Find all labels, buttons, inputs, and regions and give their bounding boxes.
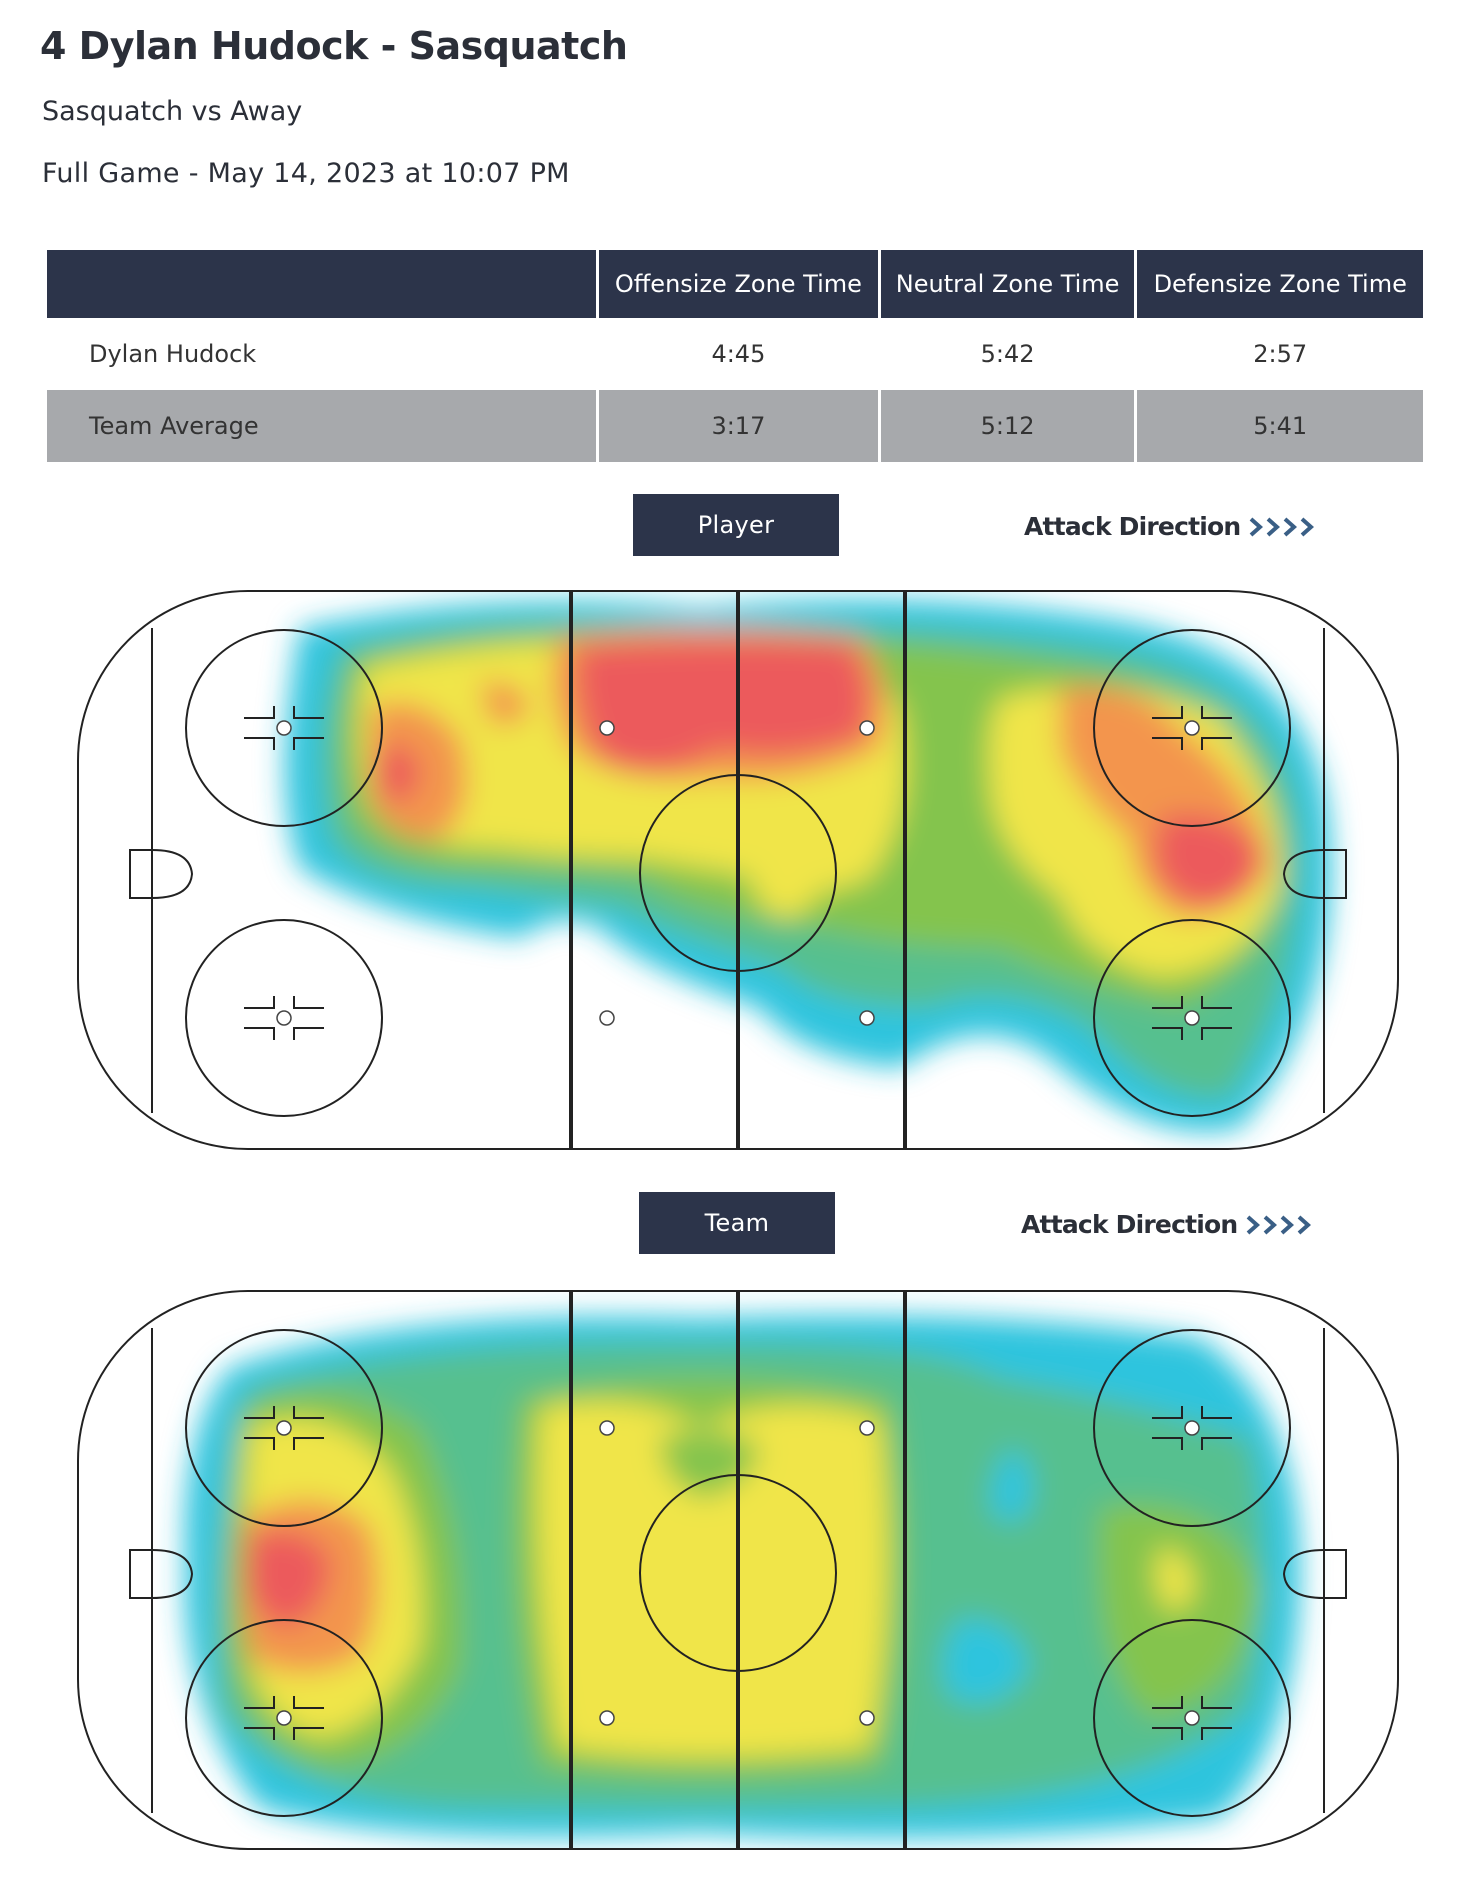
- zone-time-table: Offensize Zone Time Neutral Zone Time De…: [44, 250, 1426, 462]
- chevron-right-icon: [1246, 517, 1315, 537]
- page-title: 4 Dylan Hudock - Sasquatch: [40, 24, 628, 68]
- faceoff-circle: [185, 1619, 383, 1817]
- heatmap-layer: [285, 600, 1331, 1132]
- faceoff-dots: [276, 1420, 1200, 1726]
- heat-very-high: [1155, 814, 1260, 908]
- team-position-heatmap: [77, 1290, 1399, 1850]
- row-neutral-time: 5:12: [880, 390, 1135, 462]
- hash-marks: [244, 1406, 1232, 1740]
- column-header-neutral: Neutral Zone Time: [880, 250, 1135, 318]
- table-row: Dylan Hudock 4:45 5:42 2:57: [47, 318, 1423, 390]
- faceoff-circle: [1093, 919, 1291, 1117]
- faceoff-circle: [185, 629, 383, 827]
- team-position-label: Team Position: [639, 1192, 835, 1299]
- faceoff-dots: [276, 720, 1200, 1026]
- heat-very-high: [577, 641, 868, 771]
- hash-marks: [244, 706, 1232, 1040]
- player-position-heatmap: [77, 590, 1399, 1150]
- faceoff-circle: [1093, 1619, 1291, 1817]
- heat-very-high: [248, 1531, 330, 1628]
- heat-low: [1098, 1504, 1260, 1718]
- center-circle: [639, 1474, 837, 1672]
- center-circle: [639, 774, 837, 972]
- row-offensive-time: 4:45: [711, 340, 766, 368]
- column-header-offensive: Offensize Zone Time: [599, 250, 878, 318]
- goal-crease-right: [1282, 849, 1347, 899]
- heatmap-layer: [184, 1315, 1301, 1838]
- player-attack-direction: Attack Direction: [1024, 512, 1315, 541]
- heat-medium: [1156, 1548, 1195, 1611]
- goal-crease-left: [129, 849, 194, 899]
- faceoff-circle: [1093, 629, 1291, 827]
- row-defensive-time: 5:41: [1137, 390, 1423, 462]
- row-name: Dylan Hudock: [89, 340, 257, 368]
- heat-low: [660, 1430, 760, 1498]
- matchup-subtitle: Sasquatch vs Away: [42, 96, 303, 127]
- table-row: Team Average 3:17 5:12 5:41: [47, 390, 1423, 462]
- faceoff-circle: [185, 1329, 383, 1527]
- row-defensive-time: 2:57: [1253, 340, 1308, 368]
- row-neutral-time: 5:42: [980, 340, 1035, 368]
- row-name: Team Average: [47, 390, 596, 462]
- player-position-label: Player Position: [633, 494, 839, 601]
- heat-high: [480, 682, 530, 724]
- goal-crease-left: [129, 1549, 194, 1599]
- column-header-defensive: Defensize Zone Time: [1137, 250, 1423, 318]
- row-offensive-time: 3:17: [599, 390, 878, 462]
- heat-minimal: [990, 1448, 1033, 1523]
- team-attack-direction: Attack Direction: [1021, 1210, 1312, 1239]
- chevron-right-icon: [1243, 1215, 1312, 1235]
- game-date-line: Full Game - May 14, 2023 at 10:07 PM: [42, 158, 570, 189]
- heat-medium: [537, 1401, 888, 1758]
- heat-medium: [748, 788, 830, 918]
- attack-direction-label: Attack Direction: [1021, 1210, 1238, 1239]
- attack-direction-label: Attack Direction: [1024, 512, 1241, 541]
- table-header-row: Offensize Zone Time Neutral Zone Time De…: [47, 250, 1423, 318]
- rink-markings: [77, 1290, 1399, 1850]
- heat-very-high: [377, 745, 420, 803]
- column-header-name: [47, 250, 596, 318]
- faceoff-circle: [1093, 1329, 1291, 1527]
- faceoff-circle: [185, 919, 383, 1117]
- rink-markings: [77, 590, 1399, 1150]
- goal-crease-right: [1282, 1549, 1347, 1599]
- heat-minimal: [942, 1618, 1030, 1704]
